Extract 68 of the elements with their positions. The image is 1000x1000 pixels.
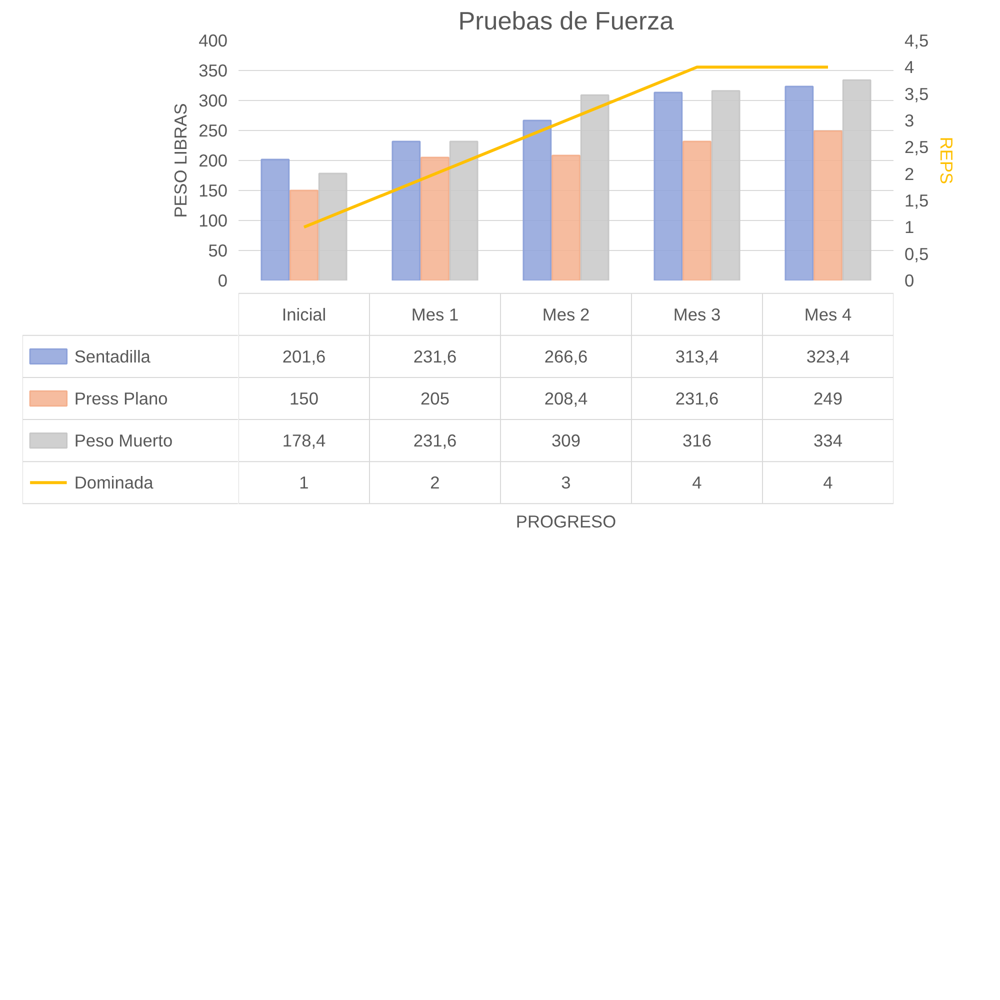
bar [711, 90, 740, 280]
data-label: 3 [561, 472, 571, 493]
bar [842, 79, 872, 280]
bar [682, 140, 712, 280]
y2-tick-label: 3 [904, 110, 914, 130]
data-label: 208,4 [544, 388, 588, 408]
bar [420, 156, 450, 280]
data-label: 1 [299, 472, 309, 493]
bar [449, 140, 478, 280]
y2-tick-label: 3,5 [904, 84, 929, 104]
bar [392, 140, 421, 280]
bar [654, 92, 683, 280]
y2-tick-label: 2,5 [904, 137, 929, 158]
data-label: 316 [682, 430, 712, 451]
bar [552, 154, 580, 280]
y2-tick-label: 1 [904, 217, 914, 238]
y-tick-label: 100 [198, 210, 228, 230]
y2-tick-label: 1,5 [904, 190, 929, 210]
data-label: 2 [430, 472, 440, 493]
x-tick-label: Mes 3 [673, 304, 721, 324]
legend-label: Sentadilla [74, 346, 151, 366]
y-tick-label: 150 [198, 180, 228, 200]
data-label: 4 [692, 472, 702, 493]
y-tick-label: 300 [198, 90, 228, 110]
legend-label: Dominada [74, 472, 154, 493]
y2-tick-label: 0 [904, 270, 914, 290]
data-label: 231,6 [413, 346, 457, 366]
data-label: 201,6 [282, 346, 326, 366]
data-label: 205 [420, 388, 450, 408]
bar [814, 130, 842, 280]
bar [580, 94, 610, 280]
y-tick-label: 400 [198, 30, 228, 50]
data-label: 178,4 [282, 430, 326, 451]
x-tick-label: Mes 4 [804, 304, 852, 324]
legend-label: Peso Muerto [74, 430, 173, 451]
bar [522, 120, 552, 280]
data-label: 150 [290, 388, 318, 408]
y2-tick-label: 4,5 [904, 30, 929, 50]
x-tick-label: Mes 1 [411, 304, 459, 324]
bar [260, 158, 290, 280]
bar [290, 190, 318, 280]
x-tick-label: Mes 2 [542, 304, 590, 324]
y-axis-title: PESO LIBRAS [170, 103, 191, 218]
x-tick-label: Inicial [282, 304, 326, 324]
y-tick-label: 250 [198, 120, 228, 140]
bar [784, 86, 814, 280]
data-label: 266,6 [544, 346, 588, 366]
chart-title: Pruebas de Fuerza [458, 8, 675, 36]
data-label: 334 [814, 430, 843, 451]
y-tick-label: 200 [198, 150, 228, 170]
y-tick-label: 350 [198, 60, 228, 80]
data-label: 231,6 [675, 388, 719, 408]
y-tick-label: 0 [218, 270, 228, 290]
y-tick-label: 50 [208, 240, 228, 260]
line-series [302, 66, 830, 229]
data-label: 313,4 [675, 346, 720, 366]
y2-axis-title: REPS [936, 136, 957, 184]
y2-tick-label: 4 [904, 57, 914, 78]
bar [318, 172, 348, 280]
y2-tick-label: 2 [904, 164, 914, 184]
text: PROGRESO [516, 512, 616, 532]
data-label: 4 [823, 472, 834, 493]
y2-tick-label: 0,5 [904, 244, 929, 264]
data-label: 323,4 [806, 346, 850, 366]
legend-label: Press Plano [74, 388, 168, 408]
data-label: 231,6 [413, 430, 457, 451]
data-label: 309 [552, 430, 580, 451]
data-label: 249 [814, 388, 842, 408]
